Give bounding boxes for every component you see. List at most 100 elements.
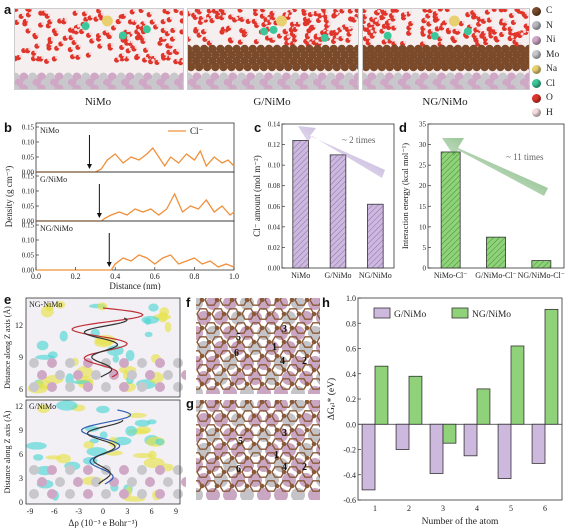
carbon-hexagon [211, 438, 225, 450]
ytick-label: 0.05 [22, 252, 35, 260]
carbon-hexagon [294, 298, 308, 306]
carbon-hexagon [309, 480, 320, 492]
carbon-atom [214, 483, 220, 489]
hydrogen-atom [480, 16, 484, 20]
ytick-label: 12 [15, 402, 23, 411]
hydrogen-atom [137, 28, 141, 32]
metal-atom [160, 84, 170, 89]
hydrogen-atom [257, 38, 261, 42]
hydrogen-atom [163, 27, 167, 31]
carbon-hexagon [279, 322, 293, 334]
ytick-label: 15 [419, 203, 427, 211]
carbon-atom [236, 311, 242, 317]
hydrogen-atom [204, 28, 208, 32]
hydrogen-atom [394, 25, 398, 29]
carbon-atom [229, 400, 235, 405]
metal-atom [73, 477, 83, 487]
carbon-hexagon [219, 350, 233, 362]
bar-g-nimo-1 [361, 423, 376, 491]
carbon-atom [496, 62, 505, 72]
carbon-hexagon [204, 400, 218, 408]
carbon-hexagon [271, 438, 285, 450]
hydrogen-atom [65, 35, 69, 39]
metal-atom [143, 84, 153, 89]
ytick-label: 0.00 [22, 218, 35, 226]
carbon-hexagon [226, 466, 240, 478]
metal-atom [223, 458, 237, 472]
oxygen-atom [393, 9, 400, 13]
hydrogen-atom [384, 39, 388, 43]
metal-atom [344, 84, 354, 89]
hydrogen-atom [502, 19, 506, 23]
hydrogen-atom [345, 24, 349, 28]
hydrogen-atom [167, 30, 171, 34]
hydrogen-atom [476, 35, 480, 39]
lattice-f: 1 2 3 4 5 6 [196, 298, 320, 394]
legend-dot-o [532, 93, 541, 103]
hydrogen-atom [272, 37, 276, 41]
metal-atom [163, 370, 173, 380]
carbon-atom [202, 62, 212, 72]
oxygen-atom [491, 9, 497, 12]
y-axis-label: ΔGₑₗ* (eV) [326, 378, 337, 420]
hydrogen-atom [153, 55, 157, 59]
xtick-label: 0.2 [71, 272, 81, 281]
profile-curve [87, 419, 124, 485]
xtick-label-6: 6 [543, 504, 547, 513]
hydrogen-atom [64, 18, 68, 22]
carbon-atom [229, 483, 235, 489]
carbon-hexagon [294, 350, 308, 362]
charge-blob [148, 450, 157, 460]
metal-atom [196, 356, 203, 370]
carbon-atom [229, 455, 235, 461]
carbon-hexagon [316, 364, 320, 376]
metal-atom [384, 84, 394, 89]
charge-blob [33, 454, 44, 461]
metal-atom [375, 84, 385, 89]
carbon-hexagon [301, 438, 315, 450]
snapshot-nimo-render [15, 9, 183, 89]
carbon-atom [221, 339, 227, 345]
metal-atom [119, 382, 129, 392]
metal-atom [173, 465, 183, 475]
carbon-hexagon [264, 480, 278, 492]
hydrogen-atom [351, 25, 355, 29]
carbon-atom [251, 367, 257, 373]
oxygen-atom [320, 9, 327, 13]
carbon-atom [229, 353, 235, 359]
hydrogen-atom [41, 55, 45, 59]
ytick-label: 0.10 [22, 188, 35, 196]
metal-atom [29, 358, 39, 368]
metal-atom [291, 386, 305, 394]
hydrogen-atom [143, 20, 147, 24]
panel-label-f: f [186, 295, 191, 310]
hydrogen-atom [304, 9, 308, 11]
metal-atom [181, 370, 186, 380]
hydrogen-atom [340, 26, 344, 30]
carbon-atom [308, 62, 317, 72]
carbon-hexagon [256, 364, 270, 376]
carbon-atom [236, 413, 242, 419]
hydrogen-atom [335, 35, 339, 39]
charge-blob [36, 340, 49, 351]
carbon-atom [425, 62, 434, 72]
hydrogen-atom [404, 11, 408, 15]
metal-atom [507, 84, 517, 89]
carbon-hexagon [249, 400, 263, 408]
metal-atom [223, 386, 237, 394]
metal-atom [145, 370, 155, 380]
hydrogen-atom [256, 10, 260, 14]
bar-g-nimo-2 [395, 423, 410, 450]
carbon-hexagon [264, 322, 278, 334]
carbon-hexagon [309, 298, 320, 306]
carbon-atom [369, 62, 379, 72]
metal-atom [291, 458, 305, 472]
hydrogen-atom [127, 34, 131, 38]
carbon-atom [289, 381, 295, 387]
hydrogen-atom [354, 17, 358, 21]
hydrogen-atom [78, 44, 82, 48]
charge-blob [65, 373, 74, 386]
carbon-atom [274, 353, 280, 359]
ytick-label: 0 [423, 265, 427, 273]
ytick-label: 0.8 [346, 319, 356, 328]
